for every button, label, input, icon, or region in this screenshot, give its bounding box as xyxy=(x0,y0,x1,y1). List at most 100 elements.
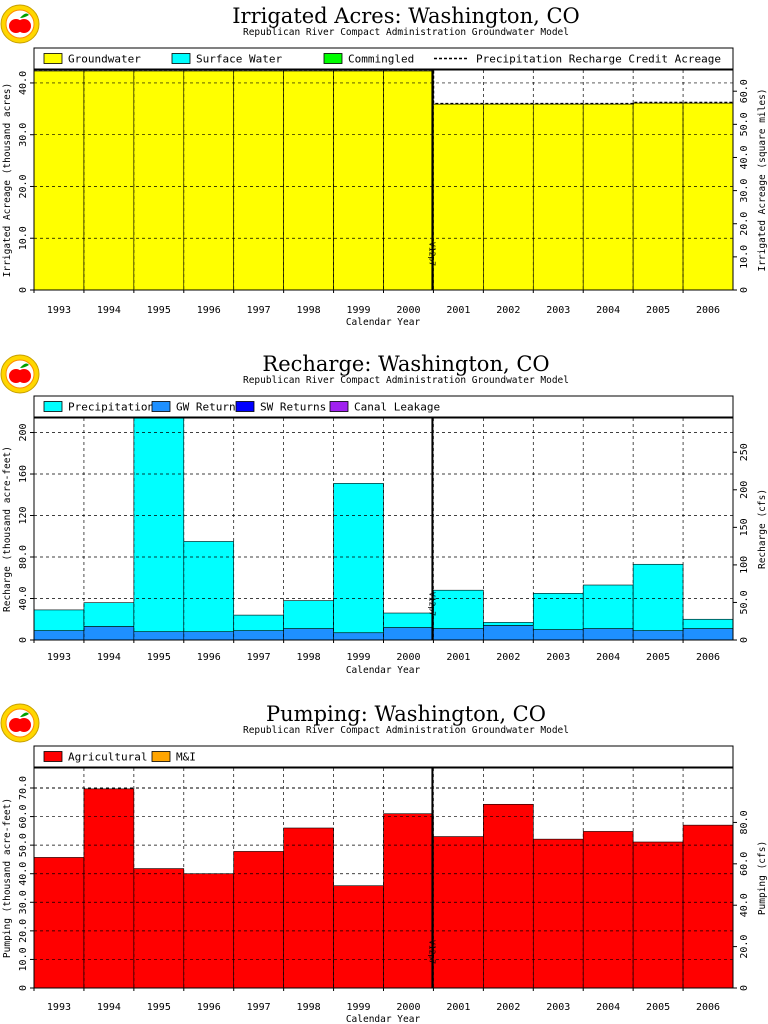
chart-subtitle: Republican River Compact Administration … xyxy=(243,375,569,386)
x-tick-label: 1998 xyxy=(297,305,321,316)
legend-label: Agricultural xyxy=(68,751,147,764)
y-tick-label: 10.0 xyxy=(18,947,29,971)
y-tick-label: 30.0 xyxy=(18,123,29,147)
x-tick-label: 2000 xyxy=(396,305,420,316)
bar-groundwater xyxy=(582,103,634,291)
logo-leaf xyxy=(20,13,29,18)
y-right-tick-label: 40.0 xyxy=(739,893,750,917)
bar-gw-returns xyxy=(233,630,284,641)
x-tick-label: 2003 xyxy=(546,1002,570,1013)
legend-swatch xyxy=(235,401,255,412)
bar-groundwater xyxy=(532,103,584,291)
x-tick-label: 2003 xyxy=(546,305,570,316)
bar-gw-returns xyxy=(133,631,185,641)
y-tick-label: 40.0 xyxy=(18,586,29,610)
legend-swatch xyxy=(171,53,191,64)
legend-swatch xyxy=(43,751,63,762)
bar-precipitation xyxy=(283,600,334,629)
bar-precipitation xyxy=(433,589,484,629)
model-marker-label: V12p7 xyxy=(427,242,436,266)
x-tick-label: 1997 xyxy=(247,1002,271,1013)
logo-apple-right xyxy=(17,718,31,732)
y-tick-label: 20.0 xyxy=(18,919,29,943)
chart-title: Pumping: Washington, CO xyxy=(266,702,546,726)
y-tick-label: 60.0 xyxy=(18,805,29,829)
bar-groundwater xyxy=(133,70,185,291)
y-right-axis-label: Pumping (cfs) xyxy=(757,841,768,915)
y-right-tick-label: 80.0 xyxy=(739,810,750,834)
x-tick-label: 2006 xyxy=(696,305,720,316)
chart-subtitle: Republican River Compact Administration … xyxy=(243,27,569,38)
bar-groundwater xyxy=(333,70,384,291)
y-right-tick-label: 250 xyxy=(739,443,750,461)
legend-swatch xyxy=(43,53,63,64)
y-right-tick-label: 0 xyxy=(739,985,750,991)
y-right-tick-label: 50.0 xyxy=(739,112,750,136)
x-tick-label: 2002 xyxy=(496,1002,520,1013)
x-tick-label: 2006 xyxy=(696,652,720,663)
x-tick-label: 2002 xyxy=(496,652,520,663)
legend-label: Surface Water xyxy=(196,53,282,66)
bar-gw-returns xyxy=(532,629,584,641)
x-tick-label: 1999 xyxy=(346,652,370,663)
x-tick-label: 2003 xyxy=(546,652,570,663)
bar-precipitation xyxy=(33,609,85,631)
bar-groundwater xyxy=(682,102,734,291)
bar-gw-returns xyxy=(283,628,334,641)
x-tick-label: 2005 xyxy=(646,1002,670,1013)
bar-precipitation xyxy=(682,618,734,629)
model-marker-label: V12p7 xyxy=(427,940,436,964)
bar-gw-returns xyxy=(383,627,434,641)
bar-gw-returns xyxy=(433,628,484,641)
logo-leaf xyxy=(20,712,29,717)
y-right-tick-label: 40.0 xyxy=(739,145,750,169)
bar-precipitation xyxy=(483,622,534,626)
bar-agricultural xyxy=(383,813,434,989)
bar-groundwater xyxy=(83,70,135,291)
x-axis-label: Calendar Year xyxy=(346,1014,421,1024)
bar-gw-returns xyxy=(632,630,684,641)
y-tick-label: 80.0 xyxy=(18,545,29,569)
x-axis-label: Calendar Year xyxy=(346,317,421,328)
bar-precipitation xyxy=(233,614,284,631)
legend-label: Precipitation Recharge Credit Acreage xyxy=(476,53,721,66)
apple-logo-icon xyxy=(0,703,40,743)
legend-box xyxy=(33,395,734,418)
bar-groundwater xyxy=(283,70,334,291)
legend-box xyxy=(33,47,734,70)
x-tick-label: 2004 xyxy=(596,1002,620,1013)
y-tick-label: 0 xyxy=(18,985,29,991)
bar-agricultural xyxy=(133,868,185,989)
x-tick-label: 1993 xyxy=(47,305,71,316)
x-axis-label: Calendar Year xyxy=(346,665,421,676)
bar-agricultural xyxy=(233,851,284,989)
x-tick-label: 2000 xyxy=(396,1002,420,1013)
bar-gw-returns xyxy=(33,630,85,641)
x-tick-label: 2004 xyxy=(596,305,620,316)
y-axis-label: Irrigated Acreage (thousand acres) xyxy=(2,83,13,277)
bar-agricultural xyxy=(632,841,684,989)
bar-agricultural xyxy=(33,857,85,989)
legend-label: Groundwater xyxy=(68,53,141,66)
y-tick-label: 10.0 xyxy=(18,226,29,250)
bar-precipitation xyxy=(183,541,235,633)
bar-precipitation xyxy=(582,584,634,629)
logo-apple-right xyxy=(17,369,31,383)
x-tick-label: 1995 xyxy=(147,305,171,316)
y-right-tick-label: 20.0 xyxy=(739,935,750,959)
y-right-axis-label: Irrigated Acreage (square miles) xyxy=(757,88,768,271)
bar-precipitation xyxy=(133,417,185,633)
y-right-tick-label: 200 xyxy=(739,481,750,499)
bar-agricultural xyxy=(83,788,135,989)
y-right-tick-label: 60.0 xyxy=(739,852,750,876)
y-right-tick-label: 0 xyxy=(739,287,750,293)
y-tick-label: 70.0 xyxy=(18,776,29,800)
y-tick-label: 20.0 xyxy=(18,174,29,198)
x-tick-label: 1993 xyxy=(47,652,71,663)
legend-label: GW Returns xyxy=(176,401,242,414)
bar-agricultural xyxy=(483,803,534,989)
bar-precipitation xyxy=(83,602,135,627)
x-tick-label: 1998 xyxy=(297,1002,321,1013)
